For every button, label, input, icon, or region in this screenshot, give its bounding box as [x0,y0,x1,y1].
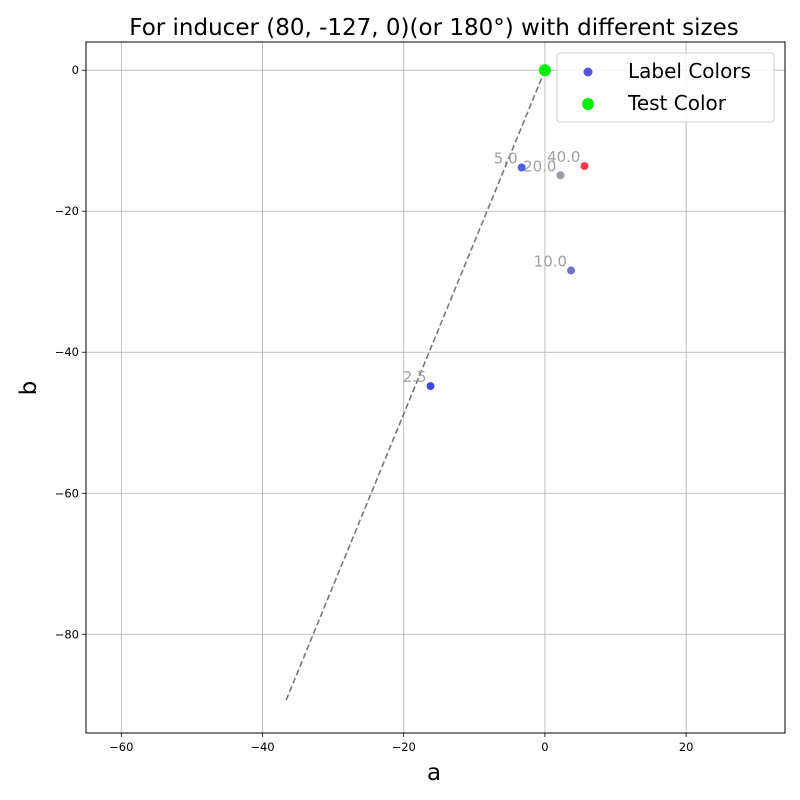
x-tick-label: 20 [679,740,694,754]
axis-ticks: −60 −40 −20 0 20 0 −20 −40 −60 −80 [55,63,694,754]
label-color-point [567,266,576,275]
legend-box [556,52,775,123]
x-tick-label: 0 [541,740,548,754]
plot-area-frame [85,41,786,734]
chart-title: For inducer (80, -127, 0)(or 180°) with … [129,15,738,41]
grid [86,42,785,733]
legend-entry-label-colors: Label Colors [628,59,751,83]
point-label: 20.0 [523,157,556,175]
y-tick-label: −20 [55,204,79,218]
legend-marker-label-colors [583,67,593,77]
point-label: 5.0 [494,150,518,168]
legend-marker-test-color [582,98,594,110]
x-tick-label: −60 [109,740,133,754]
reference-dashed-line [284,69,546,703]
point-label: 40.0 [547,148,580,166]
reference-line [284,69,546,703]
legend-entry-test-color: Test Color [627,91,727,115]
x-tick-label: −20 [392,740,416,754]
label-color-point [426,382,435,391]
y-tick-label: −80 [55,627,79,641]
label-color-point [580,162,589,171]
label-color-point [556,171,565,180]
y-axis-label: b [16,381,42,396]
x-axis-label: a [427,760,441,786]
point-label: 10.0 [534,252,567,270]
y-tick-label: 0 [72,63,79,77]
point-label: 2.5 [403,368,427,386]
x-tick-label: −40 [250,740,274,754]
test-color-point [538,64,551,77]
y-tick-label: −40 [55,345,79,359]
y-tick-label: −60 [55,486,79,500]
label-color-point [517,163,526,172]
legend: Label Colors Test Color [556,52,775,123]
data-points: 2.5 5.0 10.0 20.040.0 [403,64,589,391]
